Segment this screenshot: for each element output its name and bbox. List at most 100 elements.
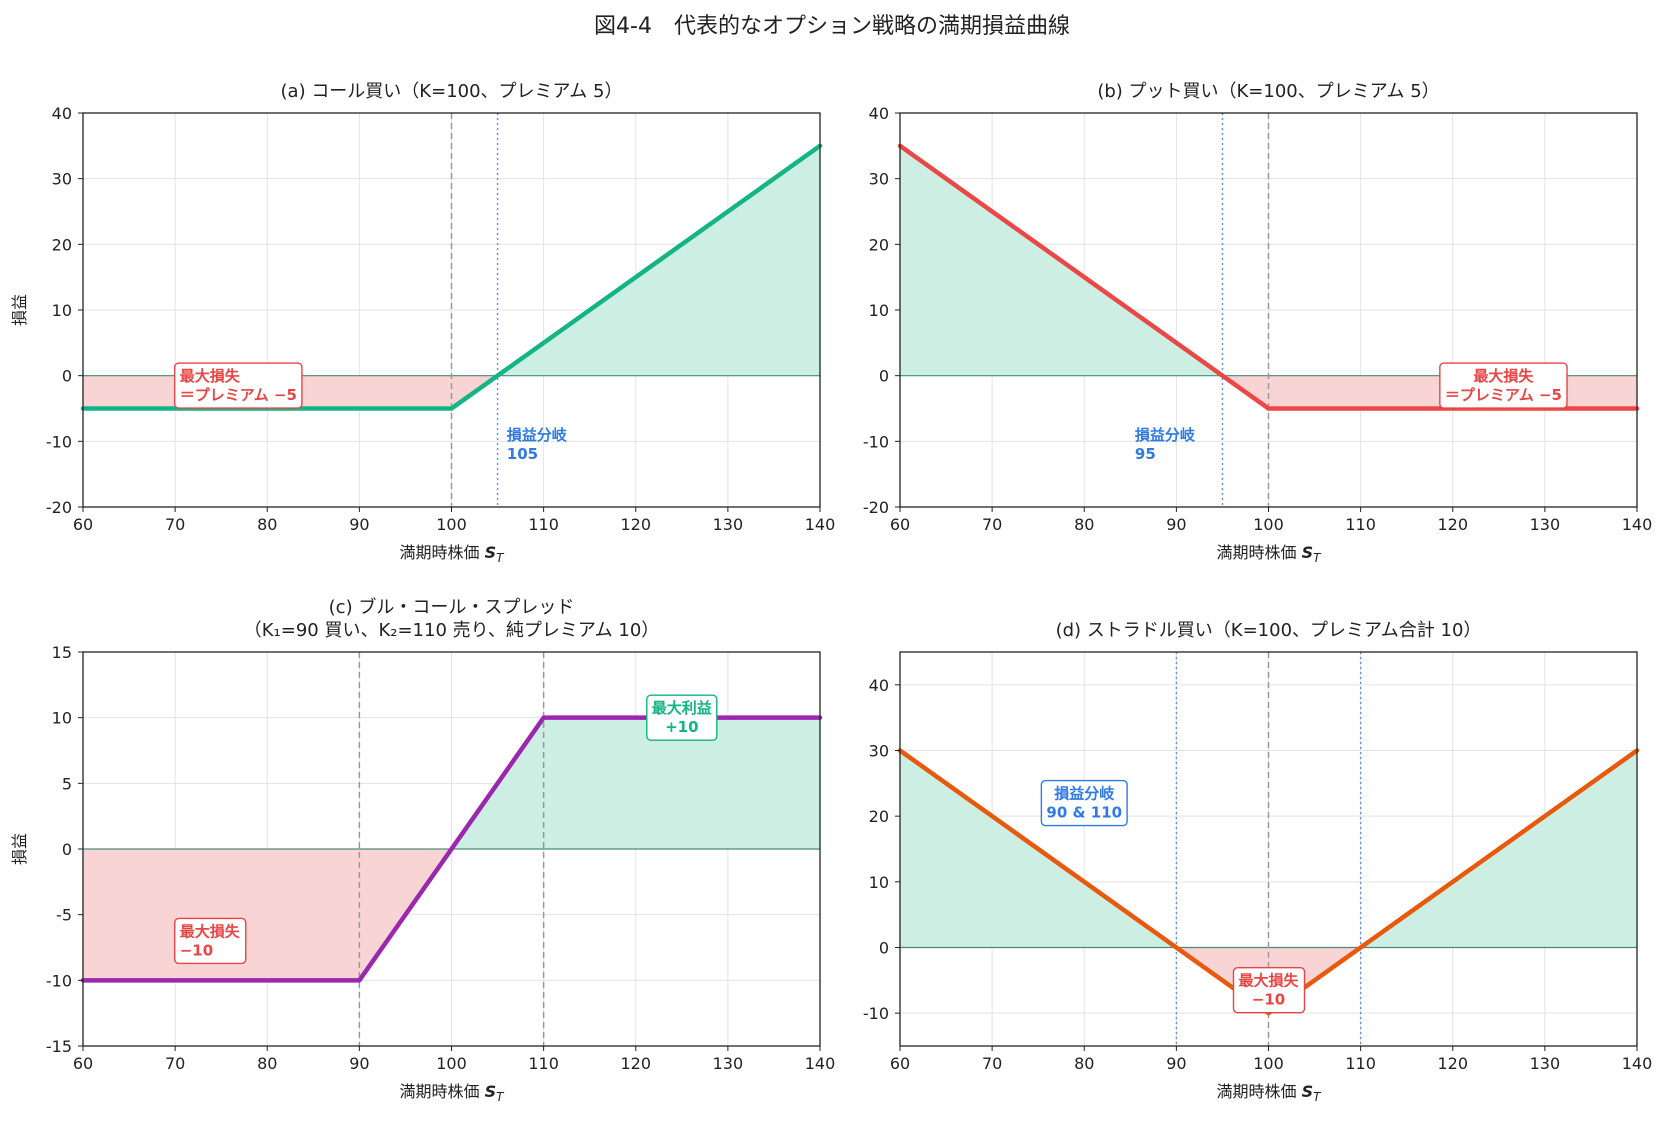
x-tick-label: 70 — [982, 515, 1002, 534]
y-tick-label: 40 — [869, 104, 889, 123]
annotation-text: 最大損失 — [1473, 367, 1534, 385]
x-tick-label: 90 — [1166, 515, 1186, 534]
x-tick-label: 70 — [982, 1054, 1002, 1073]
y-tick-label: 0 — [62, 367, 72, 386]
x-tick-label: 120 — [620, 515, 651, 534]
panel-d: 60 70 80 90 100 110 120 130 140 -10 0 10 20 30 40 満期時株価… — [863, 620, 1652, 1104]
y-tick-label: 40 — [869, 676, 889, 695]
x-tick-label: 70 — [165, 515, 185, 534]
x-axis-label: 満期時株価 ST — [400, 1082, 506, 1104]
panel-title: (c) ブル・コール・スプレッド — [329, 596, 575, 618]
annotation-text: −10 — [180, 941, 213, 959]
profit-area — [900, 750, 1637, 948]
annotation-text: 損益分岐 — [507, 426, 568, 444]
loss-annotation: 最大損失−10 — [1232, 966, 1306, 1014]
profit-area — [900, 145, 1637, 376]
x-tick-label: 140 — [805, 1054, 836, 1073]
x-tick-label: 60 — [890, 515, 910, 534]
x-tick-label: 90 — [349, 1054, 369, 1073]
y-tick-label: 10 — [52, 709, 72, 728]
panel-c: 60 70 80 90 100 110 120 130 140 -15 -10 -5 0 5 10 15 満期時… — [10, 596, 835, 1104]
annotation-box — [646, 694, 718, 741]
panel-subtitle: （K₁=90 買い、K₂=110 売り、純プレミアム 10） — [244, 620, 660, 641]
x-tick-label: 140 — [1622, 1054, 1653, 1073]
x-tick-label: 140 — [805, 515, 836, 534]
y-tick-label: 20 — [52, 235, 72, 254]
x-tick-label: 80 — [257, 515, 277, 534]
panel-title: (a) コール買い（K=100、プレミアム 5） — [281, 81, 623, 102]
y-tick-label: 20 — [869, 807, 889, 826]
x-tick-label: 100 — [436, 515, 467, 534]
x-tick-label: 130 — [713, 1054, 744, 1073]
annotation-text: ＝プレミアム −5 — [1445, 386, 1562, 404]
annotation-text: 最大損失 — [1238, 972, 1299, 990]
annotation-text: 損益分岐 — [1135, 426, 1196, 444]
x-tick-label: 80 — [1074, 1054, 1094, 1073]
loss-area — [83, 849, 820, 981]
annotation-text: 最大利益 — [652, 699, 712, 717]
y-tick-label: -10 — [863, 1004, 889, 1023]
panel-a: 60 70 80 90 100 110 120 130 140 -20 -10 0 10 20 30 40 満期… — [10, 81, 835, 565]
figure-title: 図4-4 代表的なオプション戦略の満期損益曲線 — [594, 14, 1070, 39]
y-tick-label: 0 — [62, 840, 72, 859]
x-tick-label: 130 — [713, 515, 744, 534]
x-axis-label: 満期時株価 ST — [1217, 1082, 1323, 1104]
x-tick-label: 60 — [73, 515, 93, 534]
y-axis-label: 損益 — [10, 294, 29, 326]
x-tick-label: 80 — [1074, 515, 1094, 534]
annotation-text: ＝プレミアム −5 — [180, 386, 297, 404]
y-tick-label: 0 — [879, 939, 889, 958]
annotation-text: −10 — [1252, 991, 1285, 1009]
y-tick-label: 10 — [869, 301, 889, 320]
y-tick-label: 0 — [879, 367, 889, 386]
annotation-text: 損益分岐 — [1054, 785, 1115, 803]
x-tick-label: 100 — [1253, 515, 1284, 534]
x-tick-label: 140 — [1622, 515, 1653, 534]
y-tick-label: 20 — [869, 235, 889, 254]
annotation-text: 最大損失 — [180, 367, 241, 385]
x-tick-label: 130 — [1530, 515, 1561, 534]
x-tick-label: 110 — [528, 515, 559, 534]
y-tick-label: 30 — [52, 170, 72, 189]
x-tick-label: 120 — [1437, 515, 1468, 534]
y-tick-label: -10 — [46, 971, 72, 990]
y-tick-label: 10 — [869, 873, 889, 892]
y-tick-label: -10 — [863, 432, 889, 451]
profit-area — [83, 717, 820, 849]
x-tick-label: 130 — [1530, 1054, 1561, 1073]
profit-annotation: 最大利益+10 — [646, 694, 718, 741]
loss-annotation: 最大損失＝プレミアム −5 — [1439, 362, 1568, 409]
y-tick-label: -15 — [46, 1037, 72, 1056]
panel-title: (b) プット買い（K=100、プレミアム 5） — [1097, 81, 1439, 102]
loss-annotation: 最大損失−10 — [174, 917, 247, 965]
y-tick-label: 10 — [52, 301, 72, 320]
annotation-text: 105 — [507, 445, 538, 463]
x-tick-label: 90 — [1166, 1054, 1186, 1073]
annotation-text: +10 — [665, 718, 698, 736]
x-tick-label: 120 — [620, 1054, 651, 1073]
y-tick-label: 30 — [869, 170, 889, 189]
annotation-box — [1439, 362, 1568, 409]
y-tick-label: 5 — [62, 774, 72, 793]
annotation-text: 最大損失 — [180, 922, 241, 940]
y-tick-label: 40 — [52, 104, 72, 123]
x-tick-label: 60 — [73, 1054, 93, 1073]
x-tick-label: 90 — [349, 515, 369, 534]
y-tick-label: 15 — [52, 643, 72, 662]
x-tick-label: 120 — [1437, 1054, 1468, 1073]
x-tick-label: 70 — [165, 1054, 185, 1073]
y-tick-label: -20 — [863, 498, 889, 517]
x-tick-label: 100 — [436, 1054, 467, 1073]
profit-area — [83, 145, 820, 376]
annotation-text: 90 & 110 — [1046, 804, 1122, 822]
x-axis-label: 満期時株価 ST — [1217, 543, 1323, 565]
x-tick-label: 60 — [890, 1054, 910, 1073]
annotation-box — [174, 917, 247, 965]
panel-title: (d) ストラドル買い（K=100、プレミアム合計 10） — [1056, 620, 1482, 641]
x-tick-label: 100 — [1253, 1054, 1284, 1073]
y-axis-label: 損益 — [10, 833, 29, 865]
